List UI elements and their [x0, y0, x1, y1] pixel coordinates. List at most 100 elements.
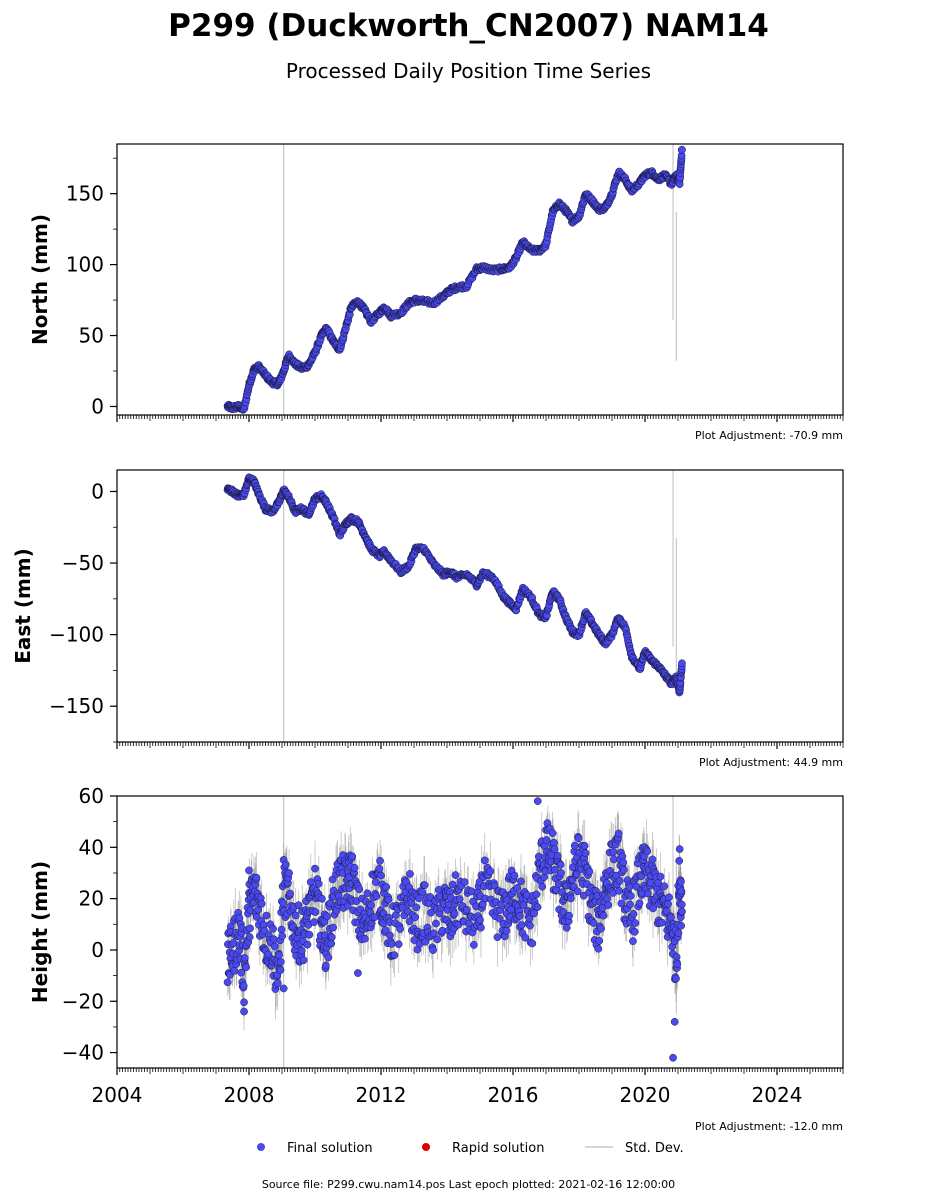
north-ytick-label: 50 [79, 324, 104, 348]
height-data-point [627, 892, 635, 900]
height-data-point [398, 903, 407, 912]
height-ytick-label: 60 [79, 784, 104, 808]
height-ytick-label: 0 [91, 938, 104, 962]
height-data-point [329, 923, 337, 932]
east-panel: −150 −100 −50 0 East (mm) Plot Adjustment: 44… [11, 469, 844, 769]
height-xtick-label: 2024 [752, 1083, 803, 1107]
height-outlier-point [245, 866, 253, 875]
height-data-point [273, 979, 282, 988]
height-data-point [677, 887, 686, 896]
height-data-point [675, 845, 684, 853]
height-data-point [279, 899, 288, 908]
height-data-point [629, 910, 638, 918]
height-data-point [433, 935, 442, 944]
height-data-point [557, 868, 565, 877]
height-data-point [589, 919, 598, 927]
height-data-point [631, 919, 640, 927]
height-data-point [581, 849, 590, 857]
height-data-point [672, 974, 680, 983]
height-data-point [311, 864, 319, 873]
height-data-point [460, 878, 469, 886]
height-data-point [311, 908, 320, 916]
height-data-point [348, 852, 357, 861]
height-xtick-label: 2004 [92, 1083, 143, 1107]
height-data-point [597, 924, 606, 933]
height-data-point [556, 860, 565, 869]
height-data-point [502, 926, 511, 935]
height-data-point [462, 905, 471, 914]
height-data-point [299, 956, 308, 965]
height-data-point [521, 933, 530, 942]
height-data-point [542, 836, 551, 844]
height-ytick-label: 20 [79, 887, 104, 911]
height-data-point [532, 890, 541, 899]
height-outlier-point [354, 969, 362, 977]
height-outlier-point [669, 1053, 677, 1062]
height-data-point [667, 913, 675, 922]
height-data-point [376, 856, 384, 865]
height-data-point [595, 936, 604, 945]
height-data-point [450, 909, 459, 918]
figure-subtitle: Processed Daily Position Time Series [286, 59, 651, 83]
height-data-point [310, 918, 318, 926]
height-data-point [367, 901, 375, 910]
height-data-point [673, 960, 682, 969]
height-data-point [281, 860, 290, 869]
height-outlier-point [240, 1007, 248, 1016]
east-data-point [678, 659, 686, 668]
height-data-point [406, 870, 414, 878]
height-xtick-label: 2012 [356, 1083, 407, 1107]
height-data-point [323, 912, 331, 921]
height-data-point [294, 901, 303, 910]
height-data-point [377, 871, 385, 880]
height-outlier-point [279, 984, 288, 993]
height-data-point [490, 881, 499, 890]
height-data-point [573, 887, 582, 896]
height-xtick-label: 2016 [488, 1083, 539, 1107]
legend-final-marker [257, 1143, 265, 1151]
height-data-point [372, 892, 381, 901]
height-data-point [240, 954, 249, 962]
height-data-point [548, 829, 557, 837]
height-data-point [674, 929, 683, 937]
legend-stddev-label: Std. Dev. [625, 1141, 684, 1156]
height-data-point [291, 911, 300, 920]
height-data-point [550, 845, 559, 854]
height-data-point [240, 998, 248, 1007]
legend-rapid-label: Rapid solution [452, 1141, 544, 1156]
height-xtick-label: 2020 [620, 1083, 671, 1107]
height-data-point [239, 981, 248, 990]
height-data-point [237, 968, 246, 977]
height-data-point [432, 919, 440, 928]
height-data-point [643, 847, 652, 856]
north-ytick-label: 150 [66, 182, 104, 206]
height-data-point [314, 879, 323, 888]
height-data-point [361, 934, 369, 943]
east-ytick-label: −50 [62, 551, 104, 575]
height-data-point [615, 876, 624, 885]
north-ytick-label: 100 [66, 253, 104, 277]
height-data-point [538, 882, 547, 891]
height-data-point [603, 894, 612, 903]
height-data-point [412, 903, 421, 912]
height-data-point [421, 937, 430, 946]
height-data-point [455, 895, 464, 903]
legend-rapid-marker [422, 1143, 430, 1151]
east-plot-area [223, 470, 686, 742]
height-data-point [375, 864, 384, 873]
height-data-point [451, 871, 460, 879]
height-data-point [665, 893, 673, 902]
height-data-point [363, 889, 372, 898]
height-ytick-label: −20 [62, 989, 104, 1013]
height-data-point [318, 894, 326, 903]
height-data-point [585, 867, 594, 876]
height-ylabel: Height (mm) [28, 861, 52, 1003]
height-data-point [394, 940, 403, 949]
height-data-point [619, 866, 628, 874]
height-data-point [599, 911, 608, 920]
height-data-point [677, 900, 686, 909]
height-data-point [257, 899, 266, 908]
east-plot-adjustment: Plot Adjustment: 44.9 mm [699, 756, 843, 769]
north-plot-adjustment: Plot Adjustment: -70.9 mm [695, 429, 843, 442]
east-axes-frame [116, 469, 844, 743]
